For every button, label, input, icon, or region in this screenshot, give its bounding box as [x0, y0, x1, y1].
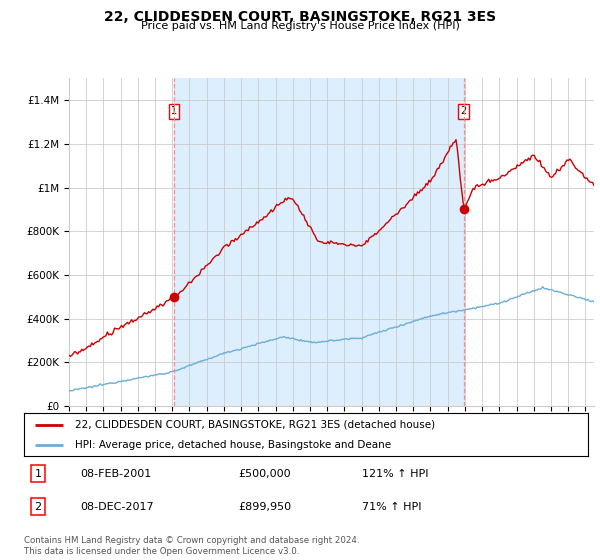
Text: 2: 2	[35, 502, 41, 512]
Text: 08-DEC-2017: 08-DEC-2017	[80, 502, 154, 512]
Text: £899,950: £899,950	[238, 502, 292, 512]
Text: HPI: Average price, detached house, Basingstoke and Deane: HPI: Average price, detached house, Basi…	[75, 440, 391, 450]
Text: Price paid vs. HM Land Registry's House Price Index (HPI): Price paid vs. HM Land Registry's House …	[140, 21, 460, 31]
Text: 22, CLIDDESDEN COURT, BASINGSTOKE, RG21 3ES (detached house): 22, CLIDDESDEN COURT, BASINGSTOKE, RG21 …	[75, 419, 435, 430]
Bar	[174, 78, 464, 406]
Text: 71% ↑ HPI: 71% ↑ HPI	[362, 502, 422, 512]
Text: 1: 1	[171, 106, 177, 116]
Text: 22, CLIDDESDEN COURT, BASINGSTOKE, RG21 3ES: 22, CLIDDESDEN COURT, BASINGSTOKE, RG21 …	[104, 10, 496, 24]
Text: 1: 1	[35, 469, 41, 479]
Text: 121% ↑ HPI: 121% ↑ HPI	[362, 469, 429, 479]
Text: Contains HM Land Registry data © Crown copyright and database right 2024.
This d: Contains HM Land Registry data © Crown c…	[24, 536, 359, 556]
Text: 08-FEB-2001: 08-FEB-2001	[80, 469, 152, 479]
Text: 2: 2	[461, 106, 467, 116]
Text: £500,000: £500,000	[238, 469, 291, 479]
